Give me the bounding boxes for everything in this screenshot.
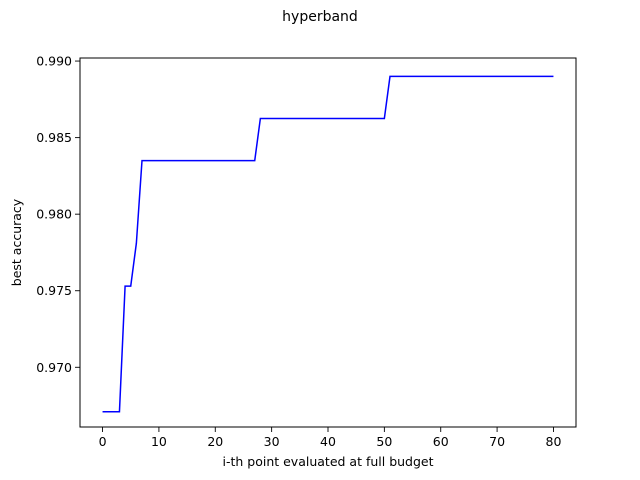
x-tick-label: 80 xyxy=(546,434,562,449)
x-tick-label: 0 xyxy=(99,434,107,449)
x-tick-label: 30 xyxy=(264,434,280,449)
y-tick-label: 0.975 xyxy=(36,283,72,298)
y-axis-ticks: 0.970 0.975 0.980 0.985 0.990 xyxy=(36,54,80,375)
x-tick-label: 40 xyxy=(320,434,336,449)
x-axis-ticks: 0 10 20 30 40 50 60 70 80 xyxy=(99,427,562,449)
plot-frame xyxy=(79,57,577,428)
y-tick-label: 0.985 xyxy=(36,130,72,145)
y-tick-label: 0.990 xyxy=(36,54,72,69)
x-tick-label: 60 xyxy=(433,434,449,449)
series-line-0 xyxy=(102,75,554,413)
x-axis-label: i-th point evaluated at full budget xyxy=(222,454,433,469)
x-tick-label: 50 xyxy=(376,434,392,449)
x-tick-label: 10 xyxy=(151,434,167,449)
y-tick-label: 0.980 xyxy=(36,207,72,222)
series-layer xyxy=(102,75,554,413)
chart-title: hyperband xyxy=(282,9,358,25)
x-tick-label: 70 xyxy=(489,434,505,449)
plot-area xyxy=(80,58,576,427)
y-axis-label: best accuracy xyxy=(9,198,24,286)
y-tick-label: 0.970 xyxy=(36,360,72,375)
x-tick-label: 20 xyxy=(207,434,223,449)
